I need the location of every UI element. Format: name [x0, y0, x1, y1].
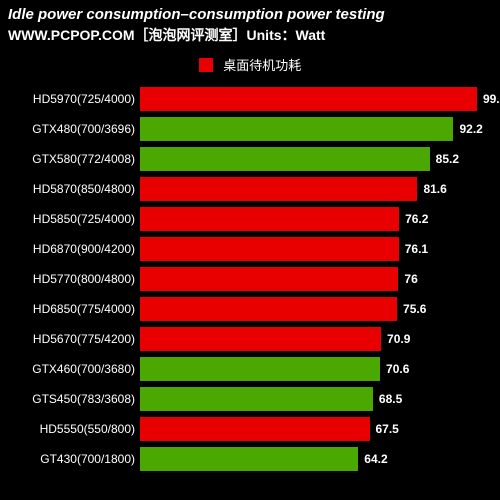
bar: 68.5: [140, 387, 373, 411]
bar-value: 92.2: [453, 117, 482, 141]
bar: 70.9: [140, 327, 381, 351]
chart-row: HD5850(725/4000)76.2: [140, 204, 480, 234]
bar-track: 76.2: [140, 207, 480, 231]
chart-row: HD5770(800/4800)76: [140, 264, 480, 294]
bar-value: 67.5: [370, 417, 399, 441]
bar-track: 75.6: [140, 297, 480, 321]
row-label: HD5970(725/4000): [0, 84, 135, 114]
chart-row: HD5670(775/4200)70.9: [140, 324, 480, 354]
row-label: GTX480(700/3696): [0, 114, 135, 144]
bar-chart: HD5970(725/4000)99.1GTX480(700/3696)92.2…: [0, 84, 500, 474]
bar: 67.5: [140, 417, 370, 441]
bar-track: 76.1: [140, 237, 480, 261]
chart-row: GTX580(772/4008)85.2: [140, 144, 480, 174]
bar-track: 70.9: [140, 327, 480, 351]
bar-track: 67.5: [140, 417, 480, 441]
row-label: HD6850(775/4000): [0, 294, 135, 324]
chart-row: HD5550(550/800)67.5: [140, 414, 480, 444]
bar-track: 68.5: [140, 387, 480, 411]
bar: 64.2: [140, 447, 358, 471]
bar: 75.6: [140, 297, 397, 321]
bar-value: 76.1: [399, 237, 428, 261]
bar-track: 92.2: [140, 117, 480, 141]
row-label: HD5550(550/800): [0, 414, 135, 444]
chart-row: HD6850(775/4000)75.6: [140, 294, 480, 324]
chart-row: GTS450(783/3608)68.5: [140, 384, 480, 414]
row-label: HD6870(900/4200): [0, 234, 135, 264]
bar-track: 99.1: [140, 87, 480, 111]
bar: 92.2: [140, 117, 453, 141]
chart-row: GTX480(700/3696)92.2: [140, 114, 480, 144]
chart-title: Idle power consumption–consumption power…: [8, 6, 492, 23]
bar-track: 81.6: [140, 177, 480, 201]
row-label: HD5770(800/4800): [0, 264, 135, 294]
bar: 99.1: [140, 87, 477, 111]
bar: 70.6: [140, 357, 380, 381]
bar-track: 64.2: [140, 447, 480, 471]
chart-legend: 桌面待机功耗: [0, 55, 500, 74]
bar-value: 99.1: [477, 87, 500, 111]
bar-value: 70.6: [380, 357, 409, 381]
bar-value: 75.6: [397, 297, 426, 321]
bar-value: 81.6: [417, 177, 446, 201]
row-label: GTS450(783/3608): [0, 384, 135, 414]
chart-subtitle: WWW.PCPOP.COM［泡泡网评测室］Units：Watt: [8, 25, 492, 45]
row-label: HD5870(850/4800): [0, 174, 135, 204]
bar: 76.1: [140, 237, 399, 261]
legend-swatch: [199, 58, 213, 72]
chart-row: HD6870(900/4200)76.1: [140, 234, 480, 264]
bar: 76: [140, 267, 398, 291]
chart-row: HD5970(725/4000)99.1: [140, 84, 480, 114]
legend-label: 桌面待机功耗: [223, 58, 301, 73]
bar: 85.2: [140, 147, 430, 171]
bar-track: 76: [140, 267, 480, 291]
row-label: GTX580(772/4008): [0, 144, 135, 174]
chart-row: GT430(700/1800)64.2: [140, 444, 480, 474]
chart-header: Idle power consumption–consumption power…: [0, 0, 500, 47]
chart-row: GTX460(700/3680)70.6: [140, 354, 480, 384]
bar-track: 85.2: [140, 147, 480, 171]
bar-value: 76: [398, 267, 417, 291]
bar-value: 76.2: [399, 207, 428, 231]
row-label: HD5670(775/4200): [0, 324, 135, 354]
bar-value: 64.2: [358, 447, 387, 471]
chart-row: HD5870(850/4800)81.6: [140, 174, 480, 204]
bar-value: 68.5: [373, 387, 402, 411]
row-label: GT430(700/1800): [0, 444, 135, 474]
bar-value: 85.2: [430, 147, 459, 171]
row-label: HD5850(725/4000): [0, 204, 135, 234]
bar-track: 70.6: [140, 357, 480, 381]
bar-value: 70.9: [381, 327, 410, 351]
bar: 81.6: [140, 177, 417, 201]
bar: 76.2: [140, 207, 399, 231]
row-label: GTX460(700/3680): [0, 354, 135, 384]
